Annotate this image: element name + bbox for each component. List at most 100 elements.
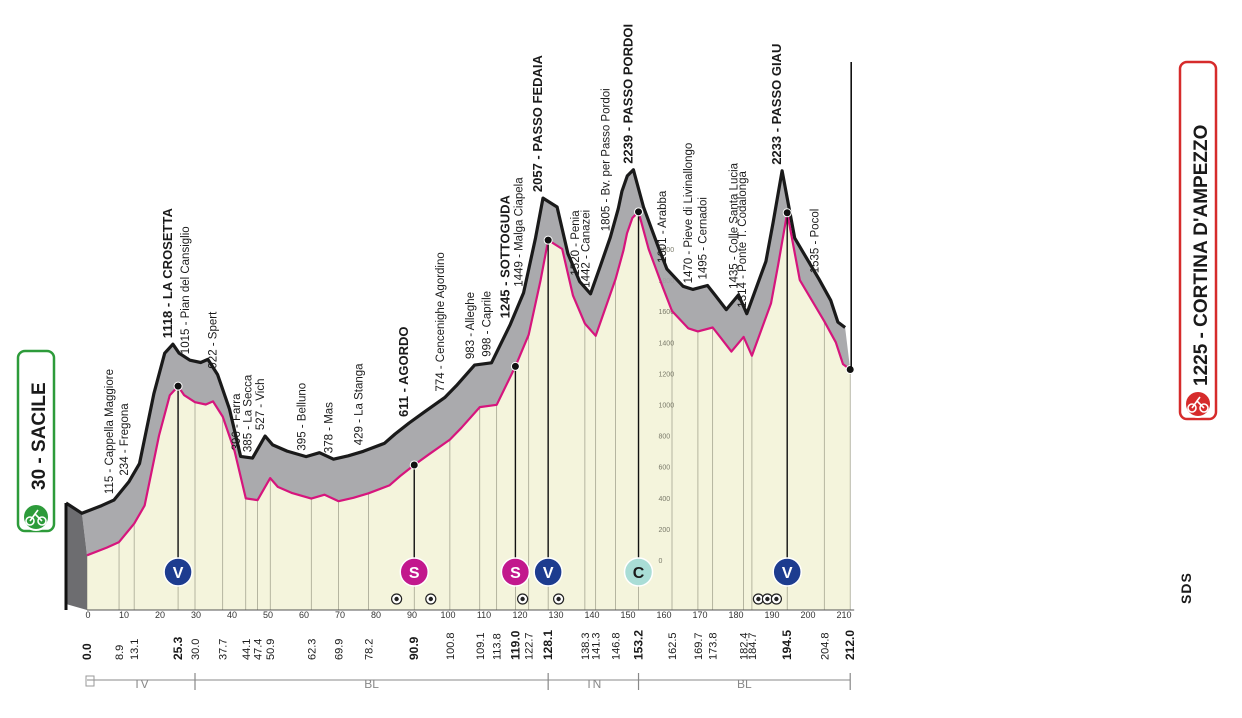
km-label: 138.3 bbox=[580, 632, 592, 660]
x-tick-label: 90 bbox=[407, 610, 417, 620]
x-tick-label: 100 bbox=[440, 610, 455, 620]
x-tick-label: 10 bbox=[119, 610, 129, 620]
km-label: 173.8 bbox=[708, 632, 720, 660]
y-tick-label: 1200 bbox=[659, 371, 675, 378]
km-label: 0.0 bbox=[80, 643, 94, 660]
y-tick-label: 800 bbox=[659, 434, 671, 441]
place-label: 1118 - LA CROSETTA bbox=[160, 208, 175, 339]
place-label: 115 - Cappella Maggiore bbox=[104, 369, 116, 494]
profile-lines-layer bbox=[65, 168, 851, 557]
y-tick-label: 400 bbox=[659, 496, 671, 503]
km-label: 8.9 bbox=[114, 645, 126, 660]
place-label: 1442 - Canazei bbox=[581, 210, 593, 288]
place-label: 395 - Belluno bbox=[296, 383, 308, 451]
km-label: 69.9 bbox=[334, 639, 346, 660]
marker-letter: V bbox=[173, 565, 184, 582]
profile-area-layer bbox=[87, 211, 851, 611]
km-label: 30.0 bbox=[190, 639, 202, 660]
x-tick-label: 70 bbox=[335, 610, 345, 620]
marker-dot bbox=[543, 235, 553, 245]
km-label: 50.9 bbox=[265, 639, 277, 660]
km-label: 146.8 bbox=[610, 632, 622, 660]
place-label: 1805 - Bv. per Passo Pordoi bbox=[601, 88, 613, 231]
km-label: 44.1 bbox=[241, 639, 253, 660]
bridge-icon bbox=[552, 593, 565, 605]
place-label: 1314 - Ponte T. Codalonga bbox=[737, 170, 749, 307]
place-label: 1015 - Pian del Cansiglio bbox=[180, 226, 192, 354]
x-tick-label: 60 bbox=[299, 610, 309, 620]
place-label: 429 - La Stanga bbox=[354, 363, 366, 445]
bridge-icon bbox=[752, 593, 765, 605]
y-tick-label: 600 bbox=[659, 465, 671, 472]
place-labels-layer: 115 - Cappella Maggiore 234 - Fregona 1118… bbox=[104, 24, 821, 494]
place-label: 1535 - Pocol bbox=[809, 209, 821, 274]
x-tick-label: 180 bbox=[728, 610, 743, 620]
marker-dot bbox=[782, 208, 792, 218]
km-label: 37.7 bbox=[218, 639, 230, 660]
marker-dot bbox=[510, 361, 520, 371]
regions-layer: TV BL TN BL bbox=[85, 673, 851, 691]
km-label: 162.5 bbox=[667, 632, 679, 660]
marker-letter: V bbox=[543, 565, 554, 582]
y-tick-label: 0 bbox=[659, 558, 663, 565]
x-tick-label: 130 bbox=[548, 610, 563, 620]
place-label: 234 - Fregona bbox=[119, 403, 131, 476]
x-tick-label: 110 bbox=[477, 610, 491, 620]
finish-label: 1225 - CORTINA D'AMPEZZO bbox=[1191, 125, 1212, 386]
marker-letter: S bbox=[409, 565, 420, 582]
place-label: 1520 - Penia bbox=[570, 210, 582, 276]
marker-badge bbox=[533, 557, 563, 587]
y-tick-label: 2000 bbox=[659, 247, 675, 254]
km-label: 62.3 bbox=[306, 639, 318, 660]
region-label: BL bbox=[737, 677, 752, 691]
place-label: 1470 - Pieve di Livinallongo bbox=[683, 143, 695, 284]
km-label: 153.2 bbox=[632, 630, 646, 660]
place-label: 998 - Caprile bbox=[482, 291, 494, 357]
km-label: 90.9 bbox=[407, 636, 421, 660]
x-tick-label: 160 bbox=[656, 610, 671, 620]
place-label: 2057 - PASSO FEDAIA bbox=[530, 54, 545, 192]
place-label: 1435 - Colle Santa Lucia bbox=[729, 162, 741, 289]
km-label: 119.0 bbox=[508, 630, 522, 660]
place-label: 774 - Cencenighe Agordino bbox=[435, 252, 447, 391]
place-label: 611 - AGORDO bbox=[396, 326, 411, 417]
region-label: TV bbox=[133, 677, 148, 691]
finish-dot bbox=[845, 365, 855, 375]
place-label: 378 - Mas bbox=[324, 402, 336, 453]
place-label: 1245 - SOTTOGUDA bbox=[497, 194, 512, 318]
marker-dot bbox=[409, 460, 419, 470]
brand-logo: SDS bbox=[1178, 572, 1194, 604]
x-tick-label: 20 bbox=[155, 610, 165, 620]
start-label: 30 - SACILE bbox=[29, 382, 50, 490]
place-label: 1601 - Arabba bbox=[657, 190, 669, 263]
marker-dot bbox=[634, 207, 644, 217]
bridge-icon bbox=[516, 593, 529, 605]
km-label: 184.7 bbox=[747, 632, 759, 660]
ribbon-layer bbox=[66, 169, 851, 610]
x-tick-label: 190 bbox=[764, 610, 779, 620]
cyclist-icon bbox=[1187, 396, 1209, 413]
place-label: 2233 - PASSO GIAU bbox=[769, 44, 784, 165]
marker-letter: C bbox=[633, 565, 645, 582]
y-tick-label: 1600 bbox=[659, 309, 675, 316]
place-label: 1449 - Malga Ciapela bbox=[514, 177, 526, 287]
place-label: 396 - Farra bbox=[231, 393, 243, 450]
region-label: BL bbox=[364, 677, 379, 691]
place-label: 385 - La Secca bbox=[243, 374, 255, 452]
profile-ribbon bbox=[81, 169, 851, 556]
x-axis-layer: 0 10 20 30 40 50 60 70 80 90 100 110 120 130 140 150 160… bbox=[80, 593, 857, 660]
km-label: 109.1 bbox=[475, 632, 487, 660]
place-label: 1495 - Cernadoi bbox=[698, 197, 710, 279]
start-wall bbox=[66, 503, 87, 610]
place-label: 2239 - PASSO PORDOI bbox=[621, 24, 636, 164]
region-start-icon bbox=[85, 675, 95, 687]
x-tick-label: 170 bbox=[692, 610, 707, 620]
bridge-icon bbox=[425, 593, 437, 605]
profile-top-edge bbox=[65, 168, 847, 515]
profile-area bbox=[87, 211, 851, 611]
region-label: TN bbox=[585, 677, 601, 691]
profile-gradient-line bbox=[86, 210, 851, 557]
km-label: 212.0 bbox=[843, 630, 857, 660]
